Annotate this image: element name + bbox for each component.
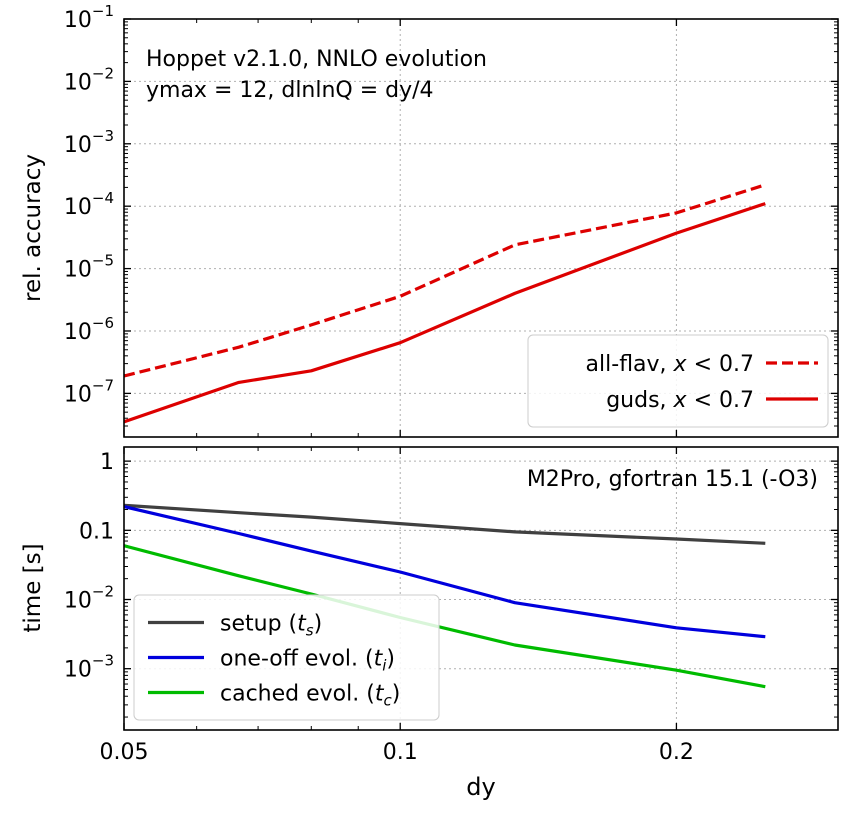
legend-text: one-off evol. ( bbox=[220, 647, 374, 672]
y-tick-label-1: 10−6 bbox=[64, 314, 114, 345]
y-tick-base: 10 bbox=[64, 258, 92, 283]
series-line-1 bbox=[123, 202, 766, 424]
y-tick-exponent: −1 bbox=[92, 2, 114, 20]
legend-box bbox=[133, 594, 440, 721]
y-tick-exponent: −7 bbox=[92, 376, 114, 394]
y-tick-label-3: 1 bbox=[100, 450, 114, 475]
y-tick-label-5: 10−2 bbox=[64, 64, 114, 95]
y-tick-exponent: −3 bbox=[92, 127, 114, 145]
legend-text: < 0.7 bbox=[687, 352, 754, 377]
y-tick-exponent: −6 bbox=[92, 314, 114, 332]
legend-box bbox=[527, 334, 829, 428]
legend-text: all-flav, bbox=[586, 352, 674, 377]
y-tick-label-1: 10−2 bbox=[64, 583, 114, 614]
y-tick-label-0: 10−3 bbox=[64, 652, 114, 683]
y-tick-base: 10 bbox=[64, 70, 92, 95]
legend-subscript: i bbox=[382, 657, 387, 675]
plot-frame bbox=[123, 18, 839, 438]
y-tick-exponent: −2 bbox=[92, 64, 114, 82]
y-tick-label-4: 10−3 bbox=[64, 127, 114, 158]
legend-text: cached evol. ( bbox=[220, 682, 375, 707]
y-tick-exponent: −4 bbox=[92, 189, 114, 207]
y-tick-label-0: 10−7 bbox=[64, 376, 114, 407]
y-tick-base: 10 bbox=[64, 8, 92, 33]
legend-var: t bbox=[297, 612, 307, 637]
legend-var: t bbox=[375, 682, 385, 707]
y-tick-base: 10 bbox=[64, 382, 92, 407]
legend-label-1: one-off evol. (ti) bbox=[220, 647, 395, 675]
legend-text: ) bbox=[392, 682, 401, 707]
y-axis-label: time [s] bbox=[20, 543, 46, 632]
y-tick-base: 10 bbox=[64, 320, 92, 345]
legend-subscript: s bbox=[306, 622, 314, 640]
y-tick-base: 10 bbox=[64, 133, 92, 158]
legend-text: setup ( bbox=[220, 612, 297, 637]
y-tick-label-2: 10−5 bbox=[64, 252, 114, 283]
series-line-0 bbox=[123, 503, 766, 545]
annotation-line-1: ymax = 12, dlnlnQ = dy/4 bbox=[146, 78, 434, 103]
series-line-1 bbox=[123, 505, 766, 639]
annotation-line-0: Hoppet v2.1.0, NNLO evolution bbox=[146, 47, 487, 72]
legend-text: ) bbox=[314, 612, 323, 637]
y-tick-label-6: 10−1 bbox=[64, 2, 114, 33]
legend-var: x bbox=[673, 388, 688, 413]
annotation-line-0: M2Pro, gfortran 15.1 (-O3) bbox=[527, 467, 818, 492]
y-tick-label-3: 10−4 bbox=[64, 189, 114, 220]
y-tick-base: 10 bbox=[64, 195, 92, 220]
legend-var: t bbox=[374, 647, 384, 672]
y-tick-base: 1 bbox=[100, 450, 114, 475]
legend-subscript: c bbox=[383, 692, 392, 710]
y-tick-label-2: 0.1 bbox=[79, 519, 114, 544]
legend-text: ) bbox=[386, 647, 395, 672]
series-line-0 bbox=[123, 183, 766, 378]
legend-label-0: setup (ts) bbox=[220, 612, 322, 640]
legend-var: x bbox=[673, 352, 688, 377]
plot-frame bbox=[123, 446, 839, 731]
y-tick-base: 0.1 bbox=[79, 519, 114, 544]
legend-label-0: all-flav, x < 0.7 bbox=[586, 352, 754, 377]
y-tick-base: 10 bbox=[64, 658, 92, 683]
legend-label-1: guds, x < 0.7 bbox=[606, 388, 754, 413]
y-tick-exponent: −2 bbox=[92, 583, 114, 601]
legend-label-2: cached evol. (tc) bbox=[220, 682, 400, 710]
y-tick-exponent: −3 bbox=[92, 652, 114, 670]
y-axis-label: rel. accuracy bbox=[20, 154, 46, 302]
y-tick-exponent: −5 bbox=[92, 252, 114, 270]
x-tick-label-2: 0.2 bbox=[659, 740, 694, 765]
legend-text: guds, bbox=[606, 388, 673, 413]
legend-text: < 0.7 bbox=[687, 388, 754, 413]
x-tick-label-1: 0.1 bbox=[383, 740, 418, 765]
y-tick-base: 10 bbox=[64, 589, 92, 614]
x-axis-label: dy bbox=[466, 773, 495, 801]
x-tick-label-0: 0.05 bbox=[100, 740, 149, 765]
